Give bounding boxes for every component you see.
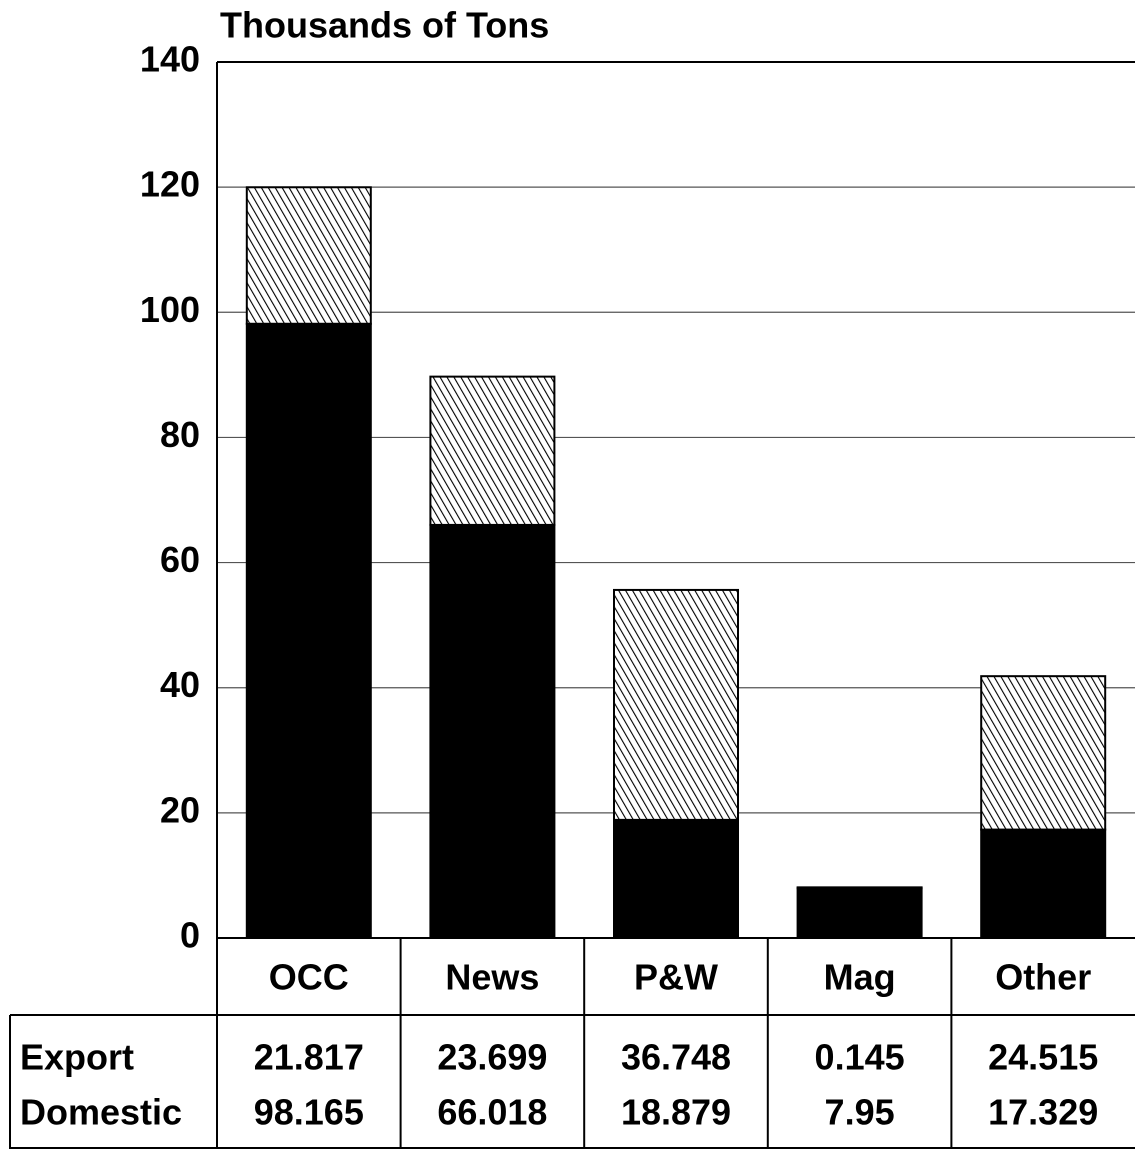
bar-segment	[796, 886, 923, 890]
bar-segment	[429, 523, 556, 939]
table-value: 23.699	[437, 1037, 547, 1078]
y-tick-label: 40	[160, 664, 200, 705]
y-tick-label: 100	[140, 289, 200, 330]
bar-segment	[613, 588, 739, 821]
table-value: 7.95	[825, 1092, 895, 1133]
legend-label: Export	[20, 1037, 134, 1078]
x-tick-label: Mag	[824, 957, 896, 998]
y-tick-label: 60	[160, 539, 200, 580]
x-tick-label: Other	[995, 957, 1091, 998]
y-tick-label: 80	[160, 414, 200, 455]
table-value: 17.329	[988, 1092, 1098, 1133]
table-value: 21.817	[254, 1037, 364, 1078]
bar-segment	[245, 186, 372, 325]
y-tick-label: 140	[140, 39, 200, 80]
legend-label: Domestic	[20, 1092, 182, 1133]
y-tick-label: 120	[140, 164, 200, 205]
y-axis-label: Thousands of Tons	[220, 5, 549, 46]
x-tick-label: News	[445, 957, 539, 998]
y-tick-label: 0	[180, 915, 200, 956]
y-tick-label: 20	[160, 789, 200, 830]
table-value: 98.165	[254, 1092, 364, 1133]
bar-segment	[980, 828, 1107, 939]
bar-segment	[796, 887, 923, 940]
table-value: 24.515	[988, 1037, 1098, 1078]
bar-segment	[980, 675, 1107, 831]
bar-segment	[613, 818, 739, 939]
table-value: 66.018	[437, 1092, 547, 1133]
x-tick-label: P&W	[634, 957, 718, 998]
table-value: 36.748	[621, 1037, 731, 1078]
table-value: 18.879	[621, 1092, 731, 1133]
table-value: 0.145	[815, 1037, 905, 1078]
bar-segment	[245, 322, 372, 939]
x-tick-label: OCC	[269, 957, 349, 998]
bar-segment	[429, 375, 556, 526]
